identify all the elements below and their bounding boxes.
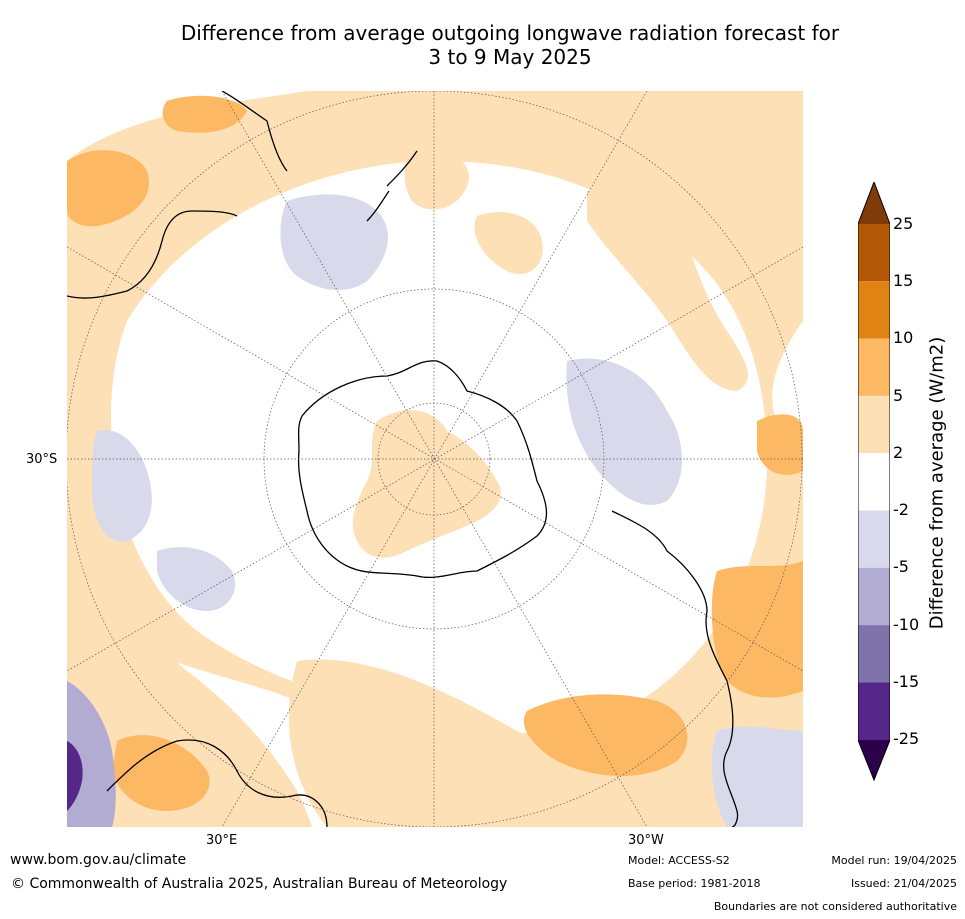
colorbar-tick-label: 10 [893,328,914,347]
anomaly-negative-patch-east [566,358,682,505]
anomaly-positive-antarctica [352,410,501,558]
anomaly-positive-patch-n [404,150,469,210]
colorbar-tick-label: -25 [893,729,920,748]
coastline-new-zealand [366,150,418,222]
coastline-australia [106,739,328,827]
anomaly-moderate-patch-e2 [757,414,803,475]
map-svg [67,91,803,827]
anomaly-positive-patch-n2 [474,212,543,275]
coastline-africa [67,210,238,299]
footer-copyright: © Commonwealth of Australia 2025, Austra… [11,876,508,892]
anomaly-moderate-patch-nnw [162,95,247,133]
colorbar-tick-label: -2 [893,500,909,519]
coastline-south-america [611,510,739,827]
graticule-meridian-150 [67,246,803,672]
anomaly-moderate-patch-nw [67,150,149,227]
footer-model: Model: ACCESS-S2 [628,854,730,867]
polar-map [67,91,803,827]
chart-title-line-1: Difference from average outgoing longwav… [180,21,840,45]
coastline-antarctica [297,360,548,578]
footer-model-run: Model run: 19/04/2025 [831,854,957,867]
anomaly-positive-patch-ne [587,188,748,391]
anomaly-negative-patch-sw [157,547,236,611]
colorbar-title: Difference from average (W/m2) [926,336,948,630]
anomaly-moderate-patch-s [523,694,688,776]
colorbar-bin-2-5 [858,395,890,454]
longitude-label-30w: 30°W [628,833,664,848]
colorbar-tick-label: -10 [893,615,920,634]
colorbar-bin-15-25 [858,224,890,282]
colorbar-bin-5-10 [858,338,890,396]
longitude-label-30e: 30°E [206,833,238,848]
colorbar-extend-high [858,182,890,224]
footer-url[interactable]: www.bom.gov.au/climate [10,852,187,868]
graticule-meridian-120 [221,91,648,827]
colorbar-bin-neg5-neg10 [858,567,890,626]
graticule [67,91,803,827]
anomaly-positive-patch-s [288,651,803,827]
footer-base-period: Base period: 1981-2018 [628,877,761,890]
colorbar-tick-label: 15 [893,271,914,290]
colorbar-extend-low [858,740,890,780]
colorbar-bin-neg15-neg25 [858,682,890,740]
colorbar-outline [858,182,890,782]
footer-disclaimer: Boundaries are not considered authoritat… [713,900,957,913]
colorbar [858,182,890,782]
anomaly-negative-strong-corner [67,741,83,811]
colorbar-bin-neutral [858,453,890,511]
colorbar-bin-10-15 [858,281,890,339]
anomaly-negative-patch-nz [280,194,388,291]
colorbar-bin-neg10-neg15 [858,625,890,683]
colorbar-tick-label: 25 [893,214,914,233]
colorbar-bin-neg2-neg5 [858,510,890,568]
colorbar-tick-label: -15 [893,672,920,691]
colorbar-tick-label: 2 [893,443,904,462]
coastline-indian-ocean-islands [221,91,288,172]
latitude-label-30s: 30°S [26,452,58,467]
colorbar-tick-label: 5 [893,386,904,405]
colorbar-tick-label: -5 [893,557,909,576]
anomaly-moderate-patch-e [711,561,803,698]
chart-title-line-2: 3 to 9 May 2025 [428,45,592,69]
anomaly-moderate-patch-sw [112,735,210,811]
anomaly-negative-patch-west [92,430,152,542]
footer-issued: Issued: 21/04/2025 [850,877,957,890]
